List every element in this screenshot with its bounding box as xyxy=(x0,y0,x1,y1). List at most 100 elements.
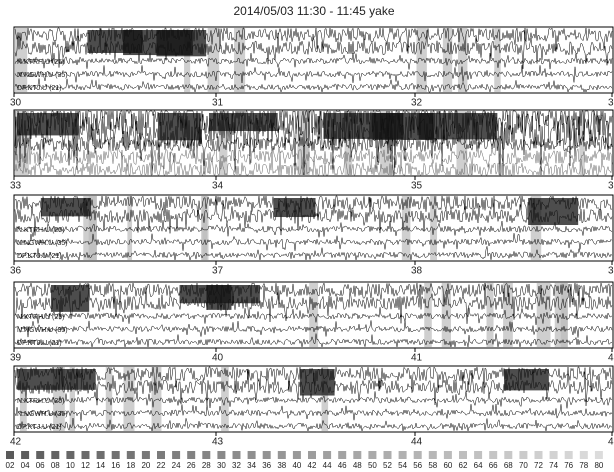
colorbar-swatch xyxy=(308,451,316,459)
colorbar-swatch xyxy=(233,451,241,459)
colorbar-swatch xyxy=(353,451,361,459)
station-label: DP.KTJ.U (21) xyxy=(17,253,62,260)
colorbar-swatch xyxy=(142,451,150,459)
panel: N.KTRH.U (25)N.NGWH.U (35)DP.KTJ.U (21)3… xyxy=(10,195,614,277)
colorbar-label: 46 xyxy=(338,461,347,470)
station-label: DP.KTJ.U (21) xyxy=(17,85,62,92)
colorbar-label: 14 xyxy=(96,461,105,470)
event-band xyxy=(424,283,432,347)
colorbar-swatch xyxy=(263,451,271,459)
colorbar-swatch xyxy=(66,451,74,459)
tick-label: 39 xyxy=(10,353,22,364)
colorbar-swatch xyxy=(293,451,301,459)
event-band xyxy=(208,28,220,92)
colorbar-swatch xyxy=(36,451,44,459)
colorbar-label: 64 xyxy=(474,461,483,470)
tick-label: 43 xyxy=(212,437,224,448)
station-label: N.KTRH.U (25) xyxy=(17,59,64,66)
colorbar-label: 04 xyxy=(21,461,30,470)
colorbar-swatch xyxy=(595,451,603,459)
colorbar-label: 28 xyxy=(202,461,211,470)
station-label: N.KTRH.U (25) xyxy=(17,398,64,405)
colorbar-label: 48 xyxy=(353,461,362,470)
colorbar-swatch xyxy=(399,451,407,459)
burst xyxy=(274,198,316,217)
tick-label: 41 xyxy=(411,353,423,364)
colorbar-label: 40 xyxy=(292,461,301,470)
burst xyxy=(209,113,278,131)
colorbar-swatch xyxy=(187,451,195,459)
station-label: DP.KTJ.U (21) xyxy=(17,424,62,431)
tick-label: 34 xyxy=(212,181,224,192)
burst xyxy=(158,113,201,140)
panel: N.KTRH.U (25) N.NGWH.U (35) DP.KTJ.U (21) 4… xyxy=(10,366,614,448)
station-label: N.NGWH.U (35) xyxy=(17,411,68,418)
tick-label: 40 xyxy=(212,353,224,364)
colorbar-swatch xyxy=(217,451,225,459)
colorbar-label: 74 xyxy=(549,461,558,470)
burst xyxy=(17,113,78,135)
burst xyxy=(528,198,578,225)
colorbar-swatch xyxy=(323,451,331,459)
burst xyxy=(300,369,335,396)
colorbar-label: 10 xyxy=(66,461,75,470)
colorbar-label: 72 xyxy=(534,461,543,470)
colorbar-swatch xyxy=(384,451,392,459)
event-band xyxy=(106,367,112,431)
tick-label: 35 xyxy=(411,181,423,192)
colorbar-label: 30 xyxy=(217,461,226,470)
colorbar-swatch xyxy=(444,451,452,459)
colorbar-label: 12 xyxy=(81,461,90,470)
colorbar-label: 06 xyxy=(36,461,45,470)
tick-label: 31 xyxy=(212,98,224,109)
tick-label: 36 xyxy=(10,266,22,277)
colorbar-label: 18 xyxy=(126,461,135,470)
tick-label: 32 xyxy=(411,98,423,109)
colorbar-swatch xyxy=(6,451,14,459)
seismogram: 2014/05/03 11:30 - 11:45 yake N.KTRH.U (… xyxy=(0,0,614,472)
title: 2014/05/03 11:30 - 11:45 yake xyxy=(233,4,394,18)
panel: N.KTRH.U (25)N.NGWH.U (35)DP.KTJ.U (21)3… xyxy=(10,282,614,364)
colorbar-swatch xyxy=(414,451,422,459)
colorbar-label: 52 xyxy=(383,461,392,470)
station-label: N.NGWH.U (35) xyxy=(17,72,68,79)
colorbar-label: 42 xyxy=(308,461,317,470)
colorbar-swatch xyxy=(474,451,482,459)
colorbar-swatch xyxy=(535,451,543,459)
colorbar-swatch xyxy=(550,451,558,459)
colorbar-label: 02 xyxy=(6,461,15,470)
burst xyxy=(419,113,498,139)
colorbar-swatch xyxy=(368,451,376,459)
burst xyxy=(51,285,89,312)
colorbar-swatch xyxy=(172,451,180,459)
colorbar-label: 16 xyxy=(111,461,120,470)
colorbar-label: 66 xyxy=(489,461,498,470)
colorbar-label: 38 xyxy=(277,461,286,470)
burst xyxy=(87,30,142,53)
colorbar-label: 60 xyxy=(443,461,452,470)
colorbar-label: 26 xyxy=(187,461,196,470)
station-label: N.KTRH.U (25) xyxy=(17,314,64,321)
event-band xyxy=(221,367,229,431)
colorbar-label: 54 xyxy=(398,461,407,470)
event-band xyxy=(443,28,452,92)
colorbar-label: 20 xyxy=(141,461,150,470)
event-band xyxy=(123,367,134,431)
tick-label: 42 xyxy=(10,437,22,448)
colorbar-label: 70 xyxy=(519,461,528,470)
colorbar-label: 58 xyxy=(428,461,437,470)
colorbar-label: 08 xyxy=(51,461,60,470)
tick-label: 3 xyxy=(608,98,614,109)
panel: N.KTRH.U (25) N.NGWH.U (35) DP.KTJ.U (21) 3… xyxy=(10,27,614,109)
burst xyxy=(206,285,231,310)
colorbar-label: 32 xyxy=(232,461,241,470)
colorbar-label: 56 xyxy=(413,461,422,470)
colorbar-swatch xyxy=(504,451,512,459)
colorbar-swatch xyxy=(489,451,497,459)
colorbar-label: 76 xyxy=(564,461,573,470)
tick-label: 44 xyxy=(411,437,423,448)
colorbar-swatch xyxy=(338,451,346,459)
colorbar-label: 24 xyxy=(172,461,181,470)
colorbar-swatch xyxy=(459,451,467,459)
